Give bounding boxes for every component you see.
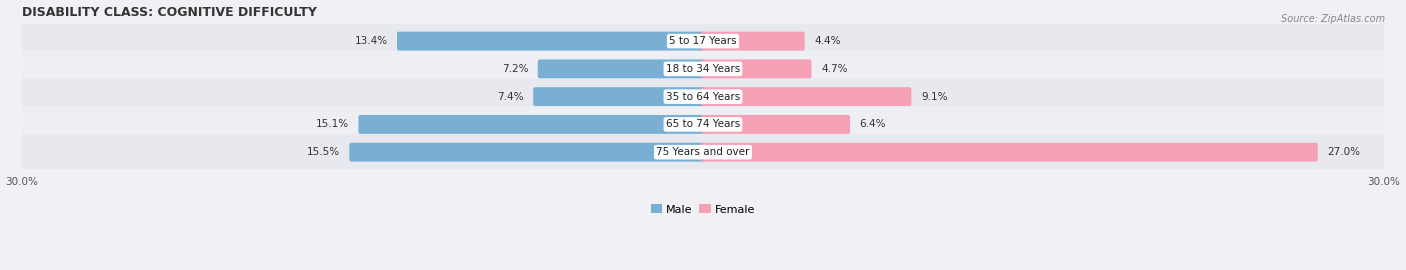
Text: 15.5%: 15.5% [307, 147, 340, 157]
Text: 6.4%: 6.4% [859, 119, 886, 129]
Text: 27.0%: 27.0% [1327, 147, 1360, 157]
Text: 4.7%: 4.7% [821, 64, 848, 74]
FancyBboxPatch shape [702, 115, 851, 134]
Text: 4.4%: 4.4% [814, 36, 841, 46]
FancyBboxPatch shape [359, 115, 704, 134]
FancyBboxPatch shape [533, 87, 704, 106]
Text: Source: ZipAtlas.com: Source: ZipAtlas.com [1281, 14, 1385, 23]
FancyBboxPatch shape [18, 51, 1388, 87]
Text: 7.4%: 7.4% [498, 92, 523, 102]
FancyBboxPatch shape [702, 87, 911, 106]
FancyBboxPatch shape [18, 79, 1388, 115]
Text: 13.4%: 13.4% [354, 36, 388, 46]
FancyBboxPatch shape [702, 59, 811, 78]
Text: 7.2%: 7.2% [502, 64, 529, 74]
FancyBboxPatch shape [18, 23, 1388, 59]
Text: 75 Years and over: 75 Years and over [657, 147, 749, 157]
FancyBboxPatch shape [349, 143, 704, 162]
Text: 18 to 34 Years: 18 to 34 Years [666, 64, 740, 74]
Legend: Male, Female: Male, Female [647, 200, 759, 219]
FancyBboxPatch shape [18, 134, 1388, 170]
FancyBboxPatch shape [537, 59, 704, 78]
Text: 5 to 17 Years: 5 to 17 Years [669, 36, 737, 46]
FancyBboxPatch shape [18, 106, 1388, 143]
FancyBboxPatch shape [702, 143, 1317, 162]
Text: 65 to 74 Years: 65 to 74 Years [666, 119, 740, 129]
FancyBboxPatch shape [396, 32, 704, 50]
Text: 35 to 64 Years: 35 to 64 Years [666, 92, 740, 102]
Text: 15.1%: 15.1% [316, 119, 349, 129]
FancyBboxPatch shape [702, 32, 804, 50]
Text: 9.1%: 9.1% [921, 92, 948, 102]
Text: DISABILITY CLASS: COGNITIVE DIFFICULTY: DISABILITY CLASS: COGNITIVE DIFFICULTY [22, 6, 316, 19]
